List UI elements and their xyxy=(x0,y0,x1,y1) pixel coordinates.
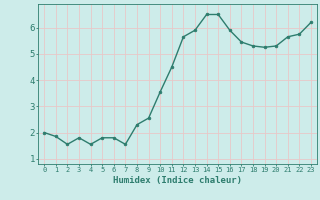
X-axis label: Humidex (Indice chaleur): Humidex (Indice chaleur) xyxy=(113,176,242,185)
